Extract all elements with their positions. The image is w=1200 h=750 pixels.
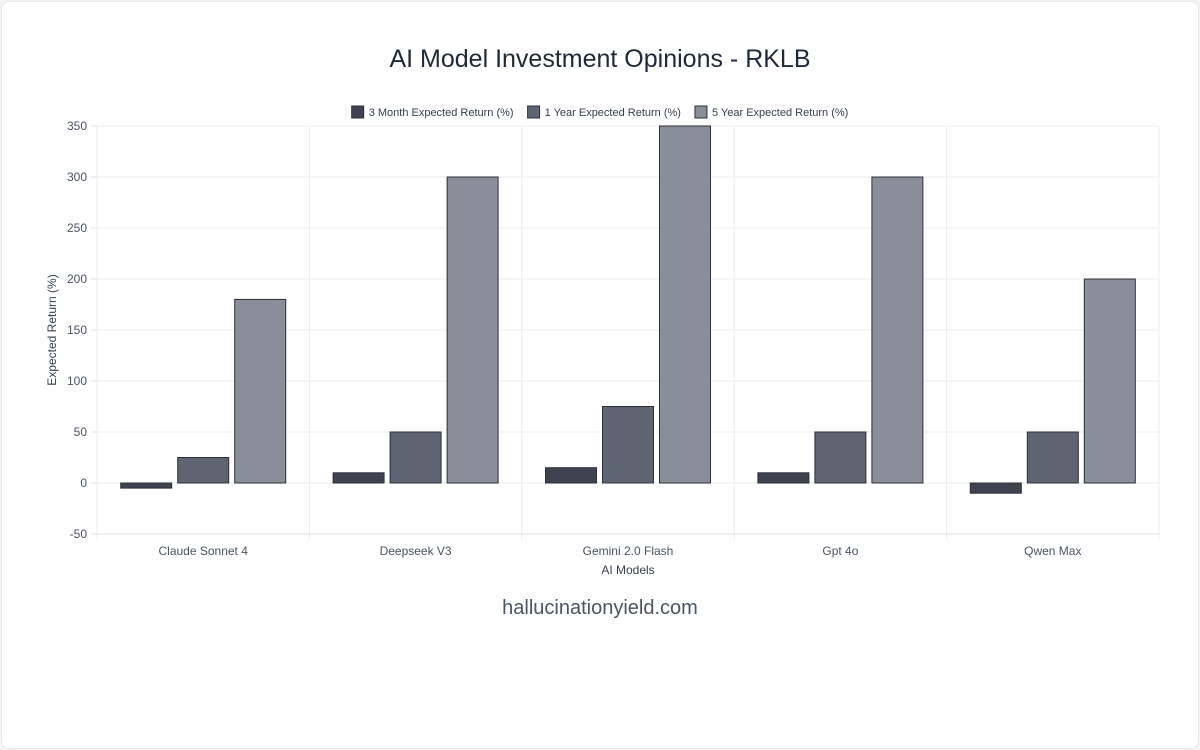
bar-4-0[interactable] — [969, 482, 1022, 494]
legend[interactable]: 3 Month Expected Return (%) 1 Year Expect… — [351, 105, 849, 119]
bar-4-2[interactable] — [1083, 278, 1136, 484]
axes: -50 0 50 100 150 200 250 300 350 Claude Sonnet 4 D… — [45, 119, 1159, 577]
x-tick-label: Gemini 2.0 Flash — [583, 544, 674, 558]
bar-1-2[interactable] — [446, 176, 499, 484]
y-tick-label: 0 — [80, 476, 87, 490]
y-tick-label: 250 — [67, 221, 87, 235]
legend-item[interactable]: 3 Month Expected Return (%) — [351, 105, 514, 119]
bar-1-1[interactable] — [389, 431, 442, 484]
x-axis-title: AI Models — [601, 563, 654, 577]
legend-label: 5 Year Expected Return (%) — [712, 107, 848, 119]
bar-2-1[interactable] — [602, 406, 654, 484]
bar-3-1[interactable] — [814, 431, 867, 484]
legend-swatch — [694, 105, 708, 119]
x-tick-label: Claude Sonnet 4 — [158, 544, 248, 558]
x-tick-label: Gpt 4o — [822, 544, 858, 558]
legend-swatch — [351, 105, 365, 119]
y-tick-label: 300 — [67, 170, 87, 184]
legend-label: 3 Month Expected Return (%) — [369, 107, 514, 119]
bar-2-2[interactable] — [659, 125, 711, 484]
x-tick-label: Deepseek V3 — [380, 544, 452, 558]
bar-0-1[interactable] — [177, 457, 230, 484]
bar-3-0[interactable] — [757, 472, 810, 484]
x-tick-label: Qwen Max — [1024, 544, 1081, 558]
source-footer: hallucinationyield.com — [502, 597, 698, 619]
y-tick-label: 350 — [67, 119, 87, 133]
legend-item[interactable]: 1 Year Expected Return (%) — [527, 105, 681, 119]
y-tick-label: 200 — [67, 272, 87, 286]
bar-1-0[interactable] — [332, 472, 385, 484]
legend-item[interactable]: 5 Year Expected Return (%) — [694, 105, 848, 119]
y-tick-label: 150 — [67, 323, 87, 337]
y-axis-title: Expected Return (%) — [45, 274, 59, 385]
bar-2-0[interactable] — [545, 467, 597, 484]
legend-swatch — [527, 105, 541, 119]
chart-title: AI Model Investment Opinions - RKLB — [389, 45, 811, 73]
bars — [120, 125, 1136, 494]
y-tick-label: 50 — [74, 425, 88, 439]
y-tick-label: -50 — [70, 527, 88, 541]
bar-0-0[interactable] — [120, 482, 173, 489]
bar-4-1[interactable] — [1026, 431, 1079, 484]
y-tick-label: 100 — [67, 374, 87, 388]
bar-0-2[interactable] — [234, 298, 287, 484]
legend-label: 1 Year Expected Return (%) — [545, 107, 681, 119]
bar-3-2[interactable] — [871, 176, 924, 484]
